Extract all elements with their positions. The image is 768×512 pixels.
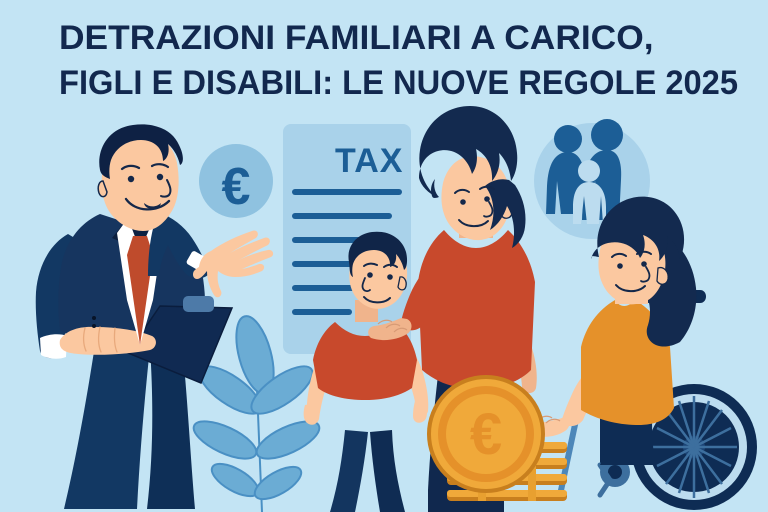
svg-text:€: €	[470, 402, 502, 467]
